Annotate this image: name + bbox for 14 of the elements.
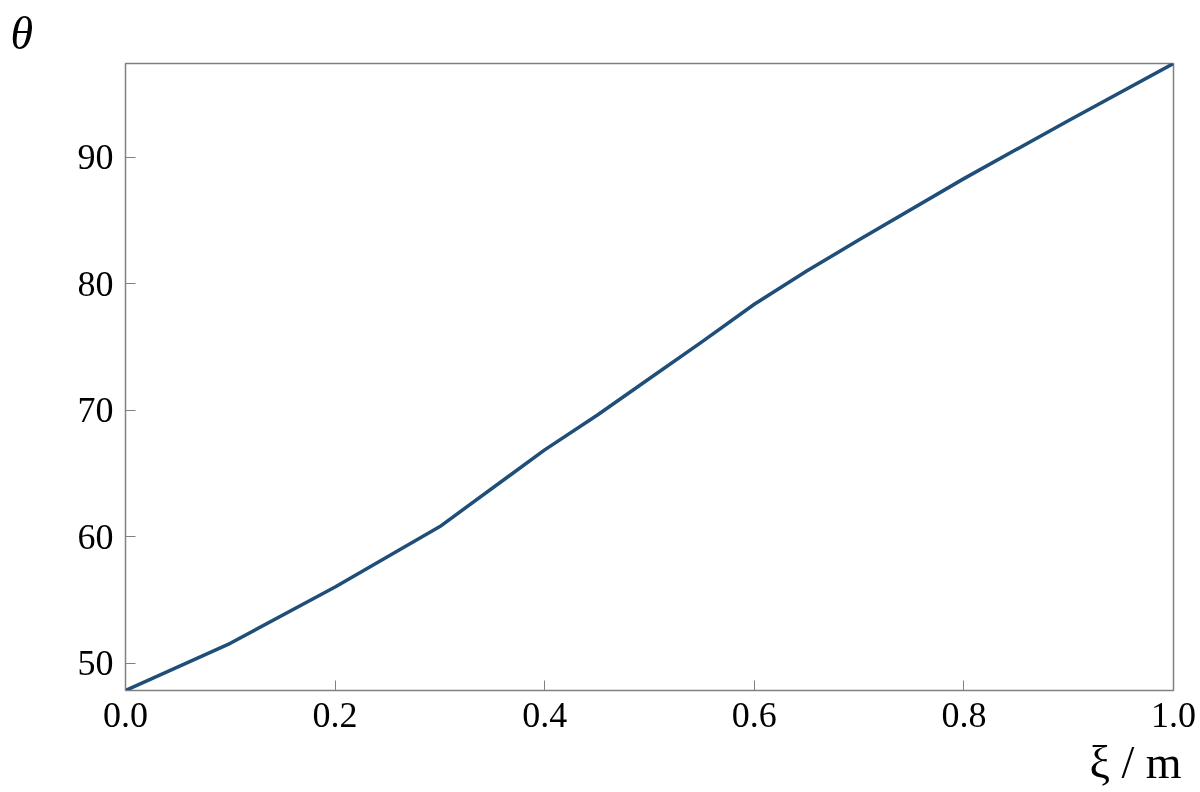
y-tick-label: 90 bbox=[77, 137, 114, 178]
x-tick-label: 0.8 bbox=[941, 694, 987, 735]
x-axis-title: ξ / m bbox=[1089, 736, 1182, 788]
y-tick-label: 50 bbox=[77, 643, 114, 684]
line-series bbox=[125, 63, 1174, 691]
x-tick-label: 0.6 bbox=[731, 694, 777, 735]
y-tick-label: 70 bbox=[77, 390, 114, 431]
y-axis-title: θ bbox=[10, 7, 34, 59]
y-tick-label: 60 bbox=[77, 516, 114, 557]
x-tick-label: 0.4 bbox=[522, 694, 568, 735]
y-tick-label: 80 bbox=[77, 263, 114, 304]
x-tick-label: 0.2 bbox=[312, 694, 358, 735]
x-tick-label: 1.0 bbox=[1151, 694, 1196, 735]
x-tick-label: 0.0 bbox=[103, 694, 148, 735]
